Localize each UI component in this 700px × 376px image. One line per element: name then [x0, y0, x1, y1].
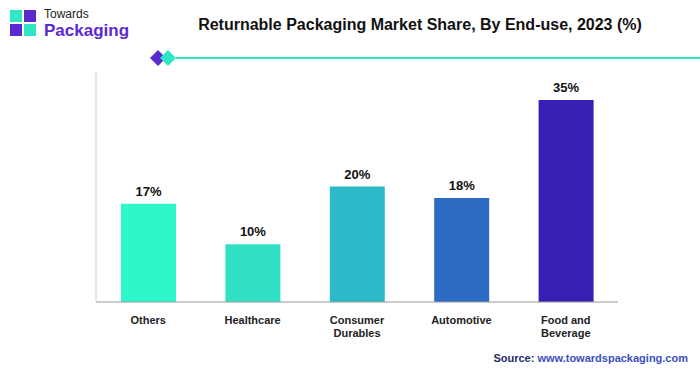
html-text:Returnable Packaging Market Sh: Returnable Packaging Market Share, By En… — [198, 16, 642, 33]
svg-text:17%: 17% — [135, 184, 161, 199]
svg-text:10%: 10% — [240, 224, 266, 239]
svg-text:35%: 35% — [553, 80, 579, 95]
html-text:Towards: Towards — [44, 7, 89, 21]
svg-text:20%: 20% — [344, 167, 370, 182]
svg-text:Beverage: Beverage — [541, 327, 591, 339]
svg-text:Healthcare: Healthcare — [224, 314, 280, 326]
svg-text:Durables: Durables — [333, 327, 380, 339]
svg-text:Automotive: Automotive — [431, 314, 492, 326]
html-text:Source: www.towardspackaging.c: Source: www.towardspackaging.com — [493, 352, 688, 364]
svg-text:Others: Others — [130, 314, 165, 326]
svg-text:Food and: Food and — [541, 314, 591, 326]
svg-text:Consumer: Consumer — [330, 314, 385, 326]
svg-text:18%: 18% — [449, 178, 475, 193]
html-text:Packaging: Packaging — [44, 21, 129, 40]
